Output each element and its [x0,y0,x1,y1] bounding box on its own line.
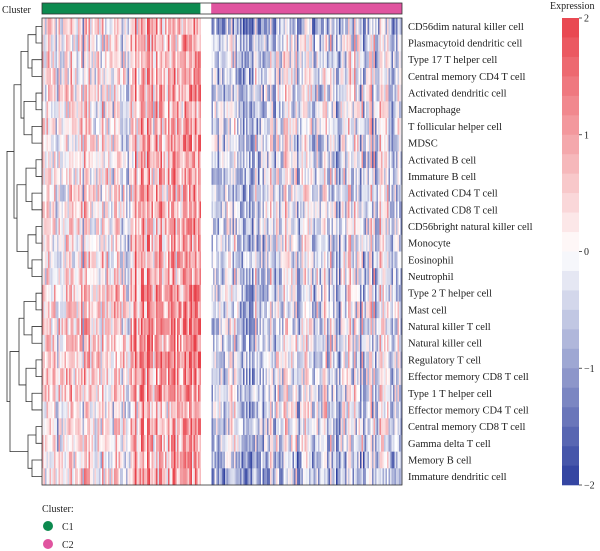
row-label: MDSC [408,139,438,150]
row-label: T follicular helper cell [408,122,502,133]
row-label: Natural killer T cell [408,322,491,333]
colorbar-tick-label: −1 [584,364,595,375]
row-label: Natural killer cell [408,339,482,350]
row-label: CD56dim natural killer cell [408,22,524,33]
row-label: Effector memory CD4 T cell [408,405,529,416]
cluster-legend-marker [43,539,53,549]
row-label: Activated CD4 T cell [408,189,498,200]
row-label: Neutrophil [408,272,454,283]
cluster-legend-title: Cluster: [42,504,74,515]
dendrogram-branch [35,426,42,444]
dendrogram-branch [35,292,42,311]
dendrogram-branch [6,151,14,403]
row-label: Immature dendritic cell [408,472,507,483]
row-label: Regulatory T cell [408,355,481,366]
dendrogram-branch [31,259,42,277]
row-label: Central memory CD8 T cell [408,422,526,433]
dendrogram-branch [18,317,26,386]
row-label: Effector memory CD8 T cell [408,372,529,383]
dendrogram-branch [13,84,21,219]
dendrogram-branch [35,25,42,44]
colorbar-tick-label: −2 [584,481,595,492]
cluster-bar-c2 [211,3,402,14]
dendrogram-branch [25,167,36,202]
row-label: Memory B cell [408,455,472,466]
colorbar [562,18,579,486]
dendrogram-branch [31,459,42,478]
cluster-legend: C1 C2 [43,521,74,551]
dendrogram-branch [35,159,42,177]
dendrogram-branch [20,50,28,119]
cluster-legend-label: C1 [62,522,74,533]
row-label: Immature B cell [408,172,476,183]
row-label: Activated B cell [408,155,476,166]
cluster-annotation-bar [41,2,403,15]
cluster-bar-border [41,2,403,15]
row-label: CD56bright natural killer cell [408,222,533,233]
colorbar-ticks: 2 1 0 −1 −2 [579,14,595,492]
row-label: Type 2 T helper cell [408,289,492,300]
row-label: Activated CD8 T cell [408,205,498,216]
colorbar-tick-label: 0 [584,247,589,258]
dendrogram-branch [25,367,36,403]
heatmap-cells [42,18,403,486]
row-label: Macrophage [408,105,461,116]
row-label: Type 17 T helper cell [408,55,497,66]
row-label: Activated dendritic cell [408,89,507,100]
cluster-bar-c1 [42,3,201,14]
dendrogram-branch [35,226,42,244]
row-dendrogram [6,25,42,478]
cluster-legend-label: C2 [62,540,74,551]
dendrogram-branch [31,59,42,77]
heatmap-border [41,17,403,486]
dendrogram-branch [31,192,42,211]
row-label: Plasmacytoid dendritic cell [408,39,522,50]
colorbar-tick-label: 1 [584,130,589,141]
legend-title: Expression [550,1,594,12]
dendrogram-branch [23,100,36,136]
row-label: Type 1 T helper cell [408,389,492,400]
dendrogram-branch [23,301,36,336]
dendrogram-branch [35,359,42,377]
row-label: Central memory CD4 T cell [408,72,526,83]
dendrogram-branch [31,392,42,411]
row-label: Monocyte [408,239,451,250]
cluster-bar-label: Cluster [2,5,32,16]
cluster-legend-marker [43,521,53,531]
row-label: Eosinophil [408,255,454,266]
colorbar-tick-label: 2 [584,14,589,25]
dendrogram-branch [31,326,42,344]
row-labels: CD56dim natural killer cell Plasmacytoid … [408,22,533,483]
dendrogram-branch [35,92,42,111]
row-label: Mast cell [408,305,447,316]
row-label: Gamma delta T cell [408,439,491,450]
dendrogram-branch [31,126,42,144]
